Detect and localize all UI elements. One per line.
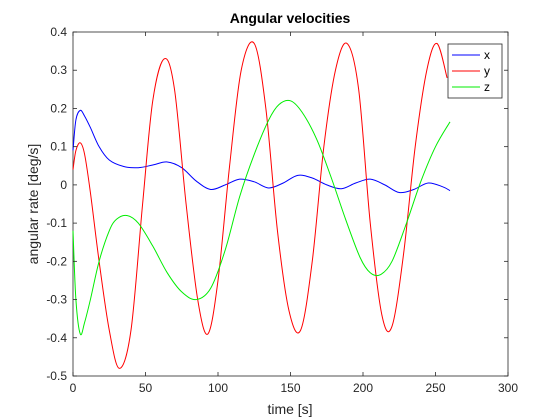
series-line-x (72, 109, 451, 194)
ticks-layer: 0 50 100 150 200 250 300 -0.5 -0.4 -0.3 -0.2 -0.1 0 0… (46, 25, 518, 395)
x-tick-label: 50 (139, 381, 153, 395)
y-tick-label: -0.5 (46, 369, 67, 383)
x-tick-label: 300 (498, 381, 518, 395)
legend-label-y: y (484, 64, 490, 78)
y-tick-label: 0 (60, 178, 67, 192)
x-axis-label: time [s] (267, 401, 312, 417)
y-tick-label: 0.3 (50, 63, 67, 77)
plot-area (72, 31, 509, 377)
chart-title: Angular velocities (230, 10, 351, 26)
x-tick-label: 100 (208, 381, 228, 395)
x-tick-label: 250 (425, 381, 445, 395)
y-tick-label: -0.2 (46, 254, 67, 268)
y-tick-label: -0.4 (46, 331, 67, 345)
x-tick-label: 0 (70, 381, 77, 395)
legend-label-x: x (484, 48, 490, 62)
legend: x y z (447, 43, 503, 99)
y-tick-label: 0.2 (50, 101, 67, 115)
series-line-y (72, 41, 448, 369)
legend-label-z: z (484, 80, 490, 94)
series-layer (72, 41, 451, 369)
y-tick-label: 0.1 (50, 140, 67, 154)
y-tick-label: 0.4 (50, 25, 67, 39)
y-axis-label: angular rate [deg/s] (25, 144, 41, 265)
y-tick-label: -0.3 (46, 293, 67, 307)
x-tick-label: 200 (353, 381, 373, 395)
y-tick-label: -0.1 (46, 216, 67, 230)
series-line-z (72, 99, 451, 336)
x-tick-label: 150 (280, 381, 300, 395)
